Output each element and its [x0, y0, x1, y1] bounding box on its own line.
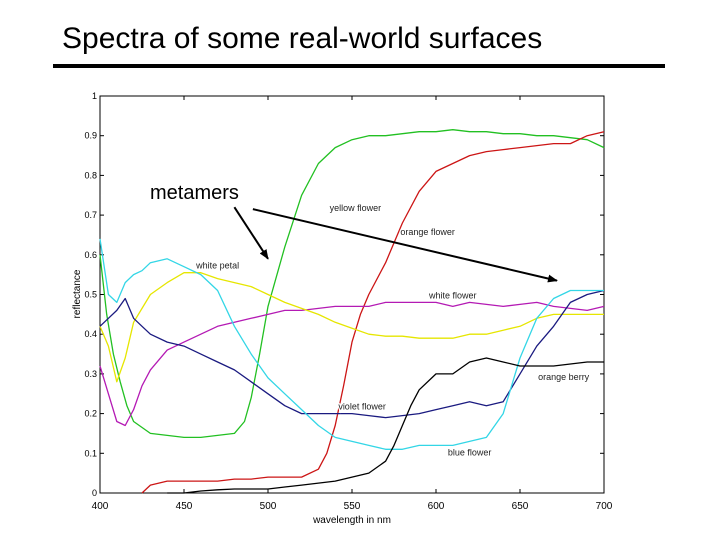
curve-label-blue-flower: blue flower	[448, 447, 492, 457]
curve-label-orange-flower: orange flower	[400, 227, 455, 237]
y-tick-label: 0.1	[84, 448, 97, 458]
y-tick-label: 0.2	[84, 409, 97, 419]
x-tick-label: 550	[344, 501, 361, 512]
curve-label-yellow-flower: yellow flower	[330, 203, 382, 213]
x-tick-label: 700	[596, 501, 613, 512]
series-line-white-flower	[99, 301, 605, 427]
y-tick-label: 1	[92, 91, 97, 101]
curve-label-orange-berry: orange berry	[538, 372, 590, 382]
x-tick-label: 650	[512, 501, 529, 512]
series-line-blue-flower	[99, 238, 604, 450]
y-tick-label: 0.3	[84, 369, 97, 379]
curve-label-violet-flower: violet flower	[338, 402, 386, 412]
y-tick-label: 0.5	[84, 290, 97, 300]
y-tick-label: 0.6	[84, 250, 97, 260]
slide-title: Spectra of some real-world surfaces	[62, 22, 543, 55]
metamers-arrow	[252, 208, 558, 283]
x-tick-label: 500	[260, 501, 277, 512]
y-tick-label: 0.7	[84, 210, 97, 220]
series-line-white-petal	[99, 272, 604, 383]
y-tick-label: 0.8	[84, 170, 97, 180]
curve-label-white-flower: white flower	[428, 290, 477, 300]
metamers-arrow	[233, 206, 269, 260]
title-underline	[53, 64, 665, 68]
x-axis-label: wavelength in nm	[312, 515, 391, 526]
y-tick-label: 0.9	[84, 131, 97, 141]
series-line-yellow-flower	[99, 129, 605, 439]
plot-frame	[99, 95, 605, 494]
curve-label-white-petal: white petal	[195, 261, 239, 271]
x-tick-label: 450	[176, 501, 193, 512]
y-tick-label: 0.4	[84, 329, 97, 339]
metamers-callout: metamers	[150, 182, 239, 204]
series-line-orange-flower	[141, 131, 605, 494]
x-tick-label: 400	[92, 501, 109, 512]
series-line-orange-berry	[167, 357, 604, 494]
y-axis-label: reflectance	[72, 269, 83, 318]
x-tick-label: 600	[428, 501, 445, 512]
series-line-violet-flower	[99, 289, 605, 419]
y-tick-label: 0	[92, 488, 97, 498]
